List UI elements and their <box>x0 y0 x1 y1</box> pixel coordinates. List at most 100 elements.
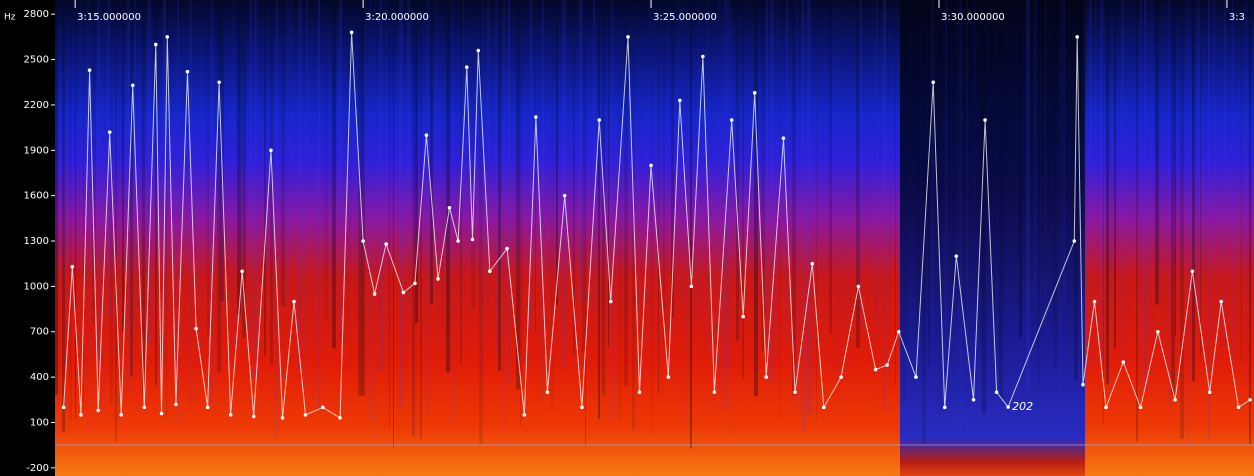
pitch-point <box>194 326 198 331</box>
spectrogram-stripe <box>931 0 934 338</box>
pitch-point <box>372 292 377 296</box>
pitch-point <box>130 83 135 88</box>
pitch-point <box>292 299 296 304</box>
pitch-annotation: 202 <box>1012 400 1033 413</box>
spectrogram-stripe <box>713 0 716 409</box>
spectrogram-stripe <box>736 0 739 341</box>
spectrogram-stripe <box>374 0 375 440</box>
pitch-point <box>666 375 671 379</box>
pitch-point <box>436 277 440 281</box>
pitch-point <box>1006 405 1010 409</box>
y-tick-label: 2500 <box>24 55 49 66</box>
pitch-point <box>470 237 475 242</box>
pitch-point <box>217 80 221 85</box>
spectrogram-stripe <box>75 0 76 419</box>
y-tick-label: 1300 <box>24 236 49 247</box>
spectrogram-stripe <box>1140 0 1142 384</box>
spectrogram-stripe <box>456 0 458 416</box>
spectrogram-stripe <box>1100 0 1104 366</box>
spectrogram-stripe <box>1083 0 1084 329</box>
spectrogram-stripe <box>438 0 441 399</box>
spectrogram-stripe <box>1224 0 1226 345</box>
spectrogram-stripe <box>97 0 100 371</box>
pitch-point <box>793 390 797 395</box>
spectrogram-stripe <box>889 0 890 318</box>
pitch-point <box>320 405 325 410</box>
spectrogram-stripe <box>142 0 145 396</box>
spectrogram-stripe <box>446 0 450 373</box>
spectrogram-stripe <box>385 0 388 408</box>
spectrogram-stripe <box>306 0 308 390</box>
spectrogram-stripe <box>361 0 365 396</box>
spectrogram-stripe <box>407 0 410 321</box>
pitch-point <box>649 163 653 168</box>
spectrogram-stripe <box>1196 0 1200 312</box>
pitch-point <box>729 118 734 122</box>
x-tick-label: 3:15.000000 <box>77 12 141 23</box>
spectrogram-stripe <box>1095 0 1096 402</box>
spectrogram-stripe <box>426 0 430 417</box>
spectrogram-stripe <box>974 0 975 421</box>
pitch-point <box>165 35 170 39</box>
pitch-point <box>251 414 256 419</box>
pitch-point <box>464 65 469 69</box>
spectrogram-stripe <box>471 0 475 310</box>
spectrogram-stripe <box>324 0 328 319</box>
pitch-point <box>545 390 550 395</box>
pitch-point <box>1248 397 1252 402</box>
spectrogram-stripe <box>939 0 941 413</box>
pitch-point <box>79 413 83 417</box>
spectrogram-stripe <box>895 0 896 386</box>
spectrogram-stripe <box>602 0 605 395</box>
spectrogram-stripe <box>523 0 524 325</box>
spectrogram-stripe <box>174 0 175 362</box>
pitch-point <box>822 405 826 410</box>
spectrogram-stripe <box>624 0 628 386</box>
y-axis-panel <box>0 0 55 476</box>
spectrogram-stripe <box>189 0 192 403</box>
spectrogram-stripe <box>1188 0 1189 445</box>
spectrogram-stripe <box>1063 0 1065 307</box>
spectrogram-stripe <box>990 0 993 304</box>
spectrogram-stripe <box>678 0 680 302</box>
spectrogram-stripe <box>1180 0 1184 439</box>
spectrogram-stripe <box>530 0 532 333</box>
pitch-point <box>1207 390 1212 395</box>
spectrogram-stripe <box>807 0 811 415</box>
spectrogram-stripe <box>264 0 266 355</box>
spectrogram-stripe <box>479 0 483 445</box>
pitch-point <box>764 375 769 379</box>
spectrogram-stripe <box>859 0 862 326</box>
spectrogram-stripe <box>482 0 484 374</box>
spectrogram-stripe <box>542 0 544 400</box>
spectrogram-stripe <box>776 0 780 356</box>
spectrogram-stripe <box>1167 0 1171 407</box>
spectrogram-stripe <box>961 0 962 444</box>
spectrogram-stripe <box>101 0 103 423</box>
spectrogram-stripe <box>207 0 209 337</box>
pitch-point <box>752 91 757 95</box>
pitch-point <box>61 405 66 410</box>
spectrogram-stripe <box>370 0 371 420</box>
spectrogram-stripe <box>718 0 721 394</box>
pitch-point <box>107 130 112 134</box>
spectrogram-stripe <box>824 0 825 359</box>
pitch-point <box>885 363 889 367</box>
pitch-point <box>269 148 273 153</box>
spectrogram-stripe <box>415 0 418 324</box>
spectrogram-stripe <box>550 0 554 411</box>
spectrogram-stripe <box>399 0 403 409</box>
spectrogram-stripe <box>225 0 226 319</box>
spectrogram-stripe <box>779 0 780 419</box>
spectrogram-stripe <box>358 0 362 396</box>
spectrogram-stripe <box>177 0 179 424</box>
spectrogram-stripe <box>449 0 452 362</box>
spectrogram-stripe <box>1144 0 1147 393</box>
spectrogram-stripe <box>837 0 840 373</box>
spectrogram-stripe <box>905 0 908 345</box>
spectrogram-stripe <box>796 0 797 408</box>
spectrogram-stripe <box>1152 0 1154 377</box>
x-tick-label: 3:20.000000 <box>365 12 429 23</box>
spectrogram-stripe <box>770 0 774 382</box>
